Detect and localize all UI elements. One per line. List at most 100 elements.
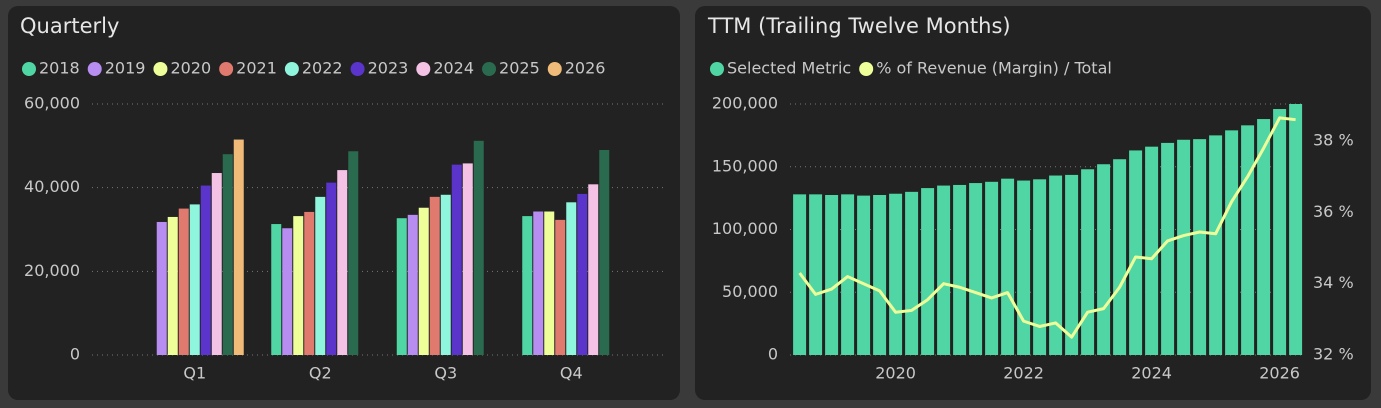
legend-swatch (547, 62, 562, 76)
y-tick-label: 20,000 (24, 261, 80, 280)
bar (1081, 169, 1095, 355)
bar (825, 194, 839, 355)
bar (985, 181, 999, 355)
legend-swatch (710, 62, 724, 76)
bar (233, 139, 244, 355)
bar (418, 207, 429, 355)
bar (889, 193, 903, 355)
bar (189, 204, 200, 355)
bar (462, 163, 473, 355)
bar (921, 188, 935, 355)
y-tick-label: 50,000 (722, 282, 778, 301)
legend-label: 2022 (302, 59, 343, 78)
bar (522, 216, 533, 355)
bar (1193, 139, 1207, 355)
bar (905, 191, 919, 355)
bar (1145, 146, 1159, 355)
bar (841, 194, 855, 355)
bar (1241, 125, 1255, 356)
bar (873, 194, 887, 355)
bar (969, 183, 983, 355)
bar (1097, 164, 1111, 355)
legend-label: % of Revenue (Margin) / Total (876, 59, 1112, 78)
x-tick-label: Q2 (309, 364, 332, 383)
legend-swatch (87, 62, 102, 76)
bar (282, 228, 293, 355)
y-tick-label: 0 (70, 345, 80, 364)
bar (200, 185, 211, 355)
bar (156, 221, 167, 355)
bar (473, 140, 484, 355)
legend-swatch (416, 62, 431, 76)
legend-label: 2019 (105, 59, 146, 78)
bar (1257, 119, 1271, 355)
bar (337, 170, 348, 355)
bar (304, 211, 315, 355)
x-tick-label: 2020 (875, 364, 916, 383)
chart-title: TTM (Trailing Twelve Months) (707, 14, 1011, 38)
legend-swatch (350, 62, 365, 76)
bar (599, 150, 610, 355)
legend-label: 2018 (39, 59, 80, 78)
bar (326, 182, 337, 355)
bar (809, 194, 823, 355)
line (798, 116, 1296, 339)
legend-label: 2024 (433, 59, 474, 78)
bar (555, 219, 566, 355)
y-tick-label: 100,000 (712, 219, 778, 238)
bar (1161, 142, 1175, 355)
bar (271, 224, 282, 355)
bar (544, 211, 555, 355)
legend-swatch (284, 62, 299, 76)
chart-title: Quarterly (20, 14, 119, 38)
legend-swatch (153, 62, 168, 76)
legend-label: 2025 (499, 59, 540, 78)
bar (1049, 175, 1063, 355)
x-tick-label: Q1 (183, 364, 206, 383)
bar (293, 216, 304, 355)
bar (1273, 109, 1287, 356)
bar (451, 164, 462, 355)
bar (167, 216, 178, 355)
bar (1177, 139, 1191, 355)
bar (533, 211, 544, 355)
bar (857, 195, 871, 355)
bar (440, 194, 451, 355)
y-tick-label: 150,000 (712, 156, 778, 175)
legend-swatch (219, 62, 234, 76)
bar (953, 184, 967, 355)
y-tick-label: 40,000 (24, 177, 80, 196)
bar (1001, 178, 1015, 355)
bar (429, 196, 440, 355)
bar (1065, 174, 1079, 355)
bar (1289, 104, 1303, 355)
bar (178, 208, 189, 355)
bar (566, 202, 577, 355)
bar (407, 214, 418, 355)
x-tick-label: Q3 (434, 364, 457, 383)
y2-tick-label: 34 % (1313, 273, 1354, 292)
legend-label: 2023 (368, 59, 409, 78)
bar (577, 193, 588, 355)
legend-swatch (22, 62, 36, 76)
y2-tick-label: 36 % (1313, 202, 1354, 221)
bar (222, 154, 233, 355)
x-tick-label: Q4 (560, 364, 583, 383)
bar (1129, 150, 1143, 355)
bar (937, 185, 951, 355)
bar (211, 173, 222, 355)
legend-label: 2021 (236, 59, 277, 78)
bar (1209, 135, 1223, 355)
bar (1225, 130, 1239, 355)
bar (1033, 179, 1047, 355)
bar (396, 218, 407, 355)
x-tick-label: 2024 (1131, 364, 1172, 383)
y-tick-label: 200,000 (712, 94, 778, 113)
legend-label: Selected Metric (727, 59, 851, 78)
bar (588, 184, 599, 355)
bar (1017, 180, 1031, 355)
legend-label: 2026 (565, 59, 606, 78)
legend-swatch (482, 62, 497, 76)
bar (348, 151, 359, 355)
